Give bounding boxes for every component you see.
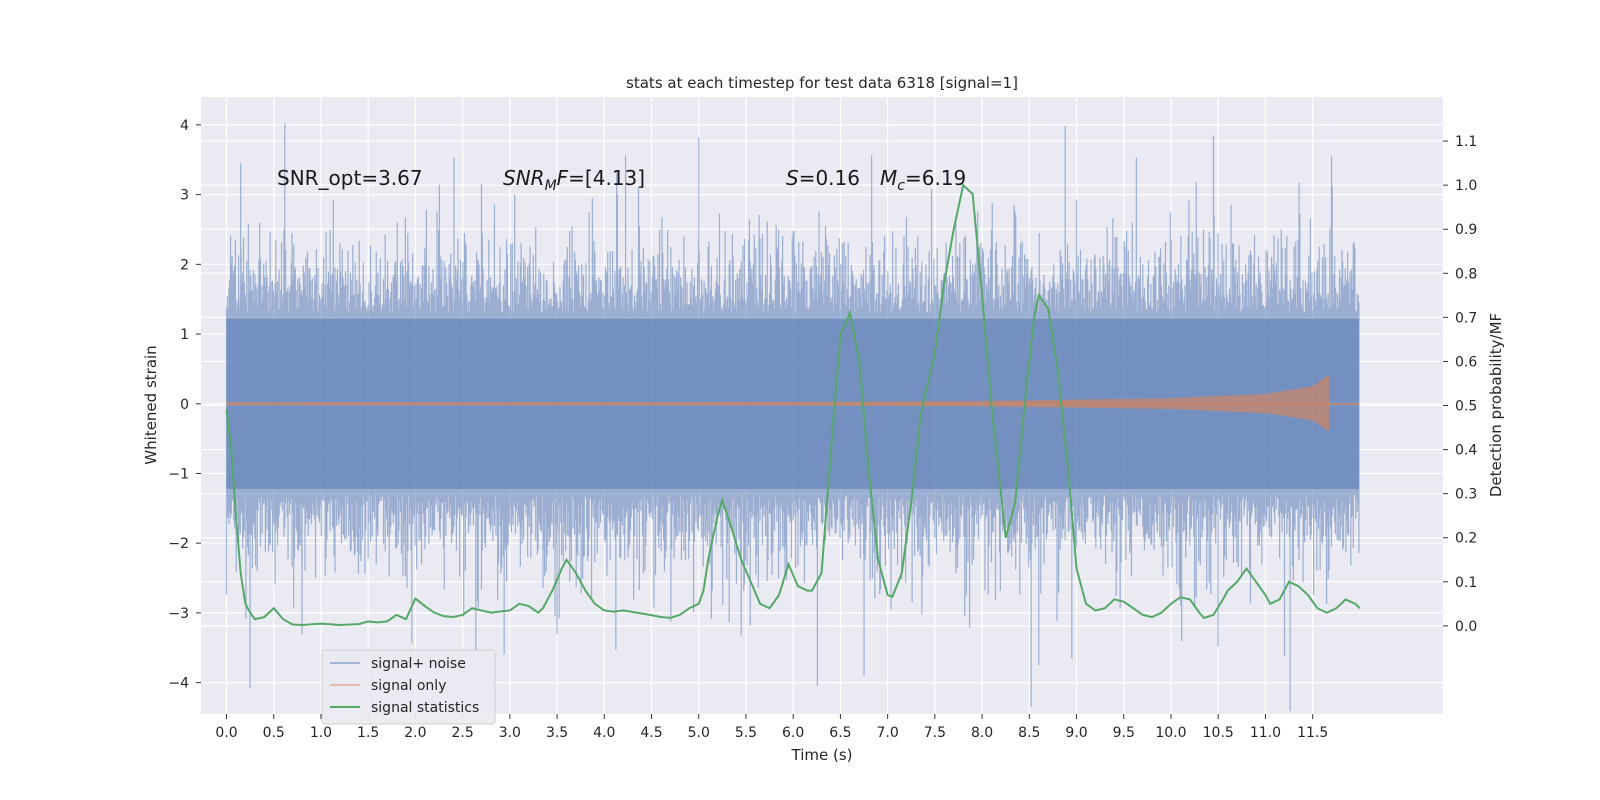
plot-content <box>225 123 1361 712</box>
x-tick-label: 6.5 <box>829 725 851 741</box>
signal-statistics-series <box>225 183 1361 626</box>
y-tick-label: 2 <box>180 257 189 273</box>
x-tick-label: 7.5 <box>924 725 946 741</box>
right-tick-label: 0.8 <box>1455 266 1477 282</box>
annotation-part: =6.19 <box>905 166 966 190</box>
annotations: SNR_opt=3.67 SNRMF=[4.13] S=0.16 Mc=6.19 <box>277 166 966 194</box>
right-tick-label: 1.1 <box>1455 134 1477 150</box>
x-tick-label: 1.5 <box>357 725 379 741</box>
x-tick-label: 2.5 <box>451 725 473 741</box>
x-tick-label: 10.5 <box>1203 725 1234 741</box>
x-tick-label: 0.0 <box>215 725 237 741</box>
annotation-part: M <box>545 178 557 194</box>
annotation-text: S=0.16 <box>786 166 860 190</box>
y-tick-label: −1 <box>168 466 189 482</box>
y-tick-label: 1 <box>180 327 189 343</box>
annotation-part: =[4.13] <box>568 166 645 190</box>
legend-box <box>321 649 496 725</box>
x-tick-label: 11.5 <box>1297 725 1328 741</box>
right-tick-label: 0.6 <box>1455 354 1477 370</box>
annotation-part: F <box>557 166 569 190</box>
annotation-text: SNRMF=[4.13] <box>503 166 645 194</box>
x-tick-label: 5.5 <box>735 725 757 741</box>
legend: signal+ noise signal only signal statistic… <box>321 649 496 725</box>
x-tick-label: 8.5 <box>1018 725 1040 741</box>
y-tick-label: −4 <box>168 676 189 692</box>
x-axis-ticks: 0.0 0.5 1.0 1.5 2.0 2.5 3.0 3.5 4.0 4.5 5.0 5.5 6.0 6… <box>215 714 1328 741</box>
x-tick-label: 1.0 <box>310 725 332 741</box>
annotation-part: c <box>897 178 905 194</box>
x-tick-label: 4.5 <box>640 725 662 741</box>
right-tick-label: 0.3 <box>1455 487 1477 503</box>
x-tick-label: 9.0 <box>1065 725 1087 741</box>
x-tick-label: 4.0 <box>593 725 615 741</box>
annotation-part: SNR <box>503 166 545 190</box>
x-tick-label: 3.5 <box>546 725 568 741</box>
right-tick-label: 1.0 <box>1455 178 1477 194</box>
x-tick-label: 9.5 <box>1113 725 1135 741</box>
y-tick-label: 0 <box>180 397 189 413</box>
x-tick-label: 3.0 <box>499 725 521 741</box>
right-tick-label: 0.0 <box>1455 619 1477 635</box>
signal-only-series <box>226 375 1330 431</box>
legend-label: signal only <box>371 678 446 694</box>
x-tick-label: 7.0 <box>877 725 899 741</box>
right-axis-label: Detection probability/MF <box>1487 313 1505 497</box>
right-tick-label: 0.9 <box>1455 222 1477 238</box>
x-tick-label: 5.0 <box>688 725 710 741</box>
x-tick-label: 6.0 <box>782 725 804 741</box>
x-tick-label: 2.0 <box>404 725 426 741</box>
legend-label: signal statistics <box>371 700 479 716</box>
annotation-part: M <box>880 166 897 190</box>
x-tick-label: 0.5 <box>263 725 285 741</box>
right-tick-label: 0.1 <box>1455 575 1477 591</box>
right-tick-label: 0.4 <box>1455 443 1477 459</box>
annotation-text: Mc=6.19 <box>880 166 966 194</box>
x-axis-label: Time (s) <box>791 746 853 764</box>
annotation-part: S <box>786 166 799 190</box>
right-tick-label: 0.2 <box>1455 531 1477 547</box>
right-tick-label: 0.5 <box>1455 399 1477 415</box>
x-tick-label: 8.0 <box>971 725 993 741</box>
y-tick-label: −2 <box>168 536 189 552</box>
y-tick-label: −3 <box>168 606 189 622</box>
y-tick-label: 4 <box>180 118 189 134</box>
y-axis-label: Whitened strain <box>142 345 160 464</box>
y-axis-ticks: −4 −3 −2 −1 0 1 2 3 4 <box>168 118 201 692</box>
right-tick-label: 0.7 <box>1455 310 1477 326</box>
annotation-part: =0.16 <box>799 166 860 190</box>
x-tick-label: 11.0 <box>1250 725 1281 741</box>
y-tick-label: 3 <box>180 188 189 204</box>
x-tick-label: 10.0 <box>1155 725 1186 741</box>
right-axis-ticks: 0.0 0.1 0.2 0.3 0.4 0.5 0.6 0.7 0.8 0.9 1.0 1.1 <box>1443 134 1477 635</box>
annotation-text: SNR_opt=3.67 <box>277 166 423 190</box>
chart-title: stats at each timestep for test data 631… <box>626 74 1018 92</box>
legend-label: signal+ noise <box>371 656 466 672</box>
